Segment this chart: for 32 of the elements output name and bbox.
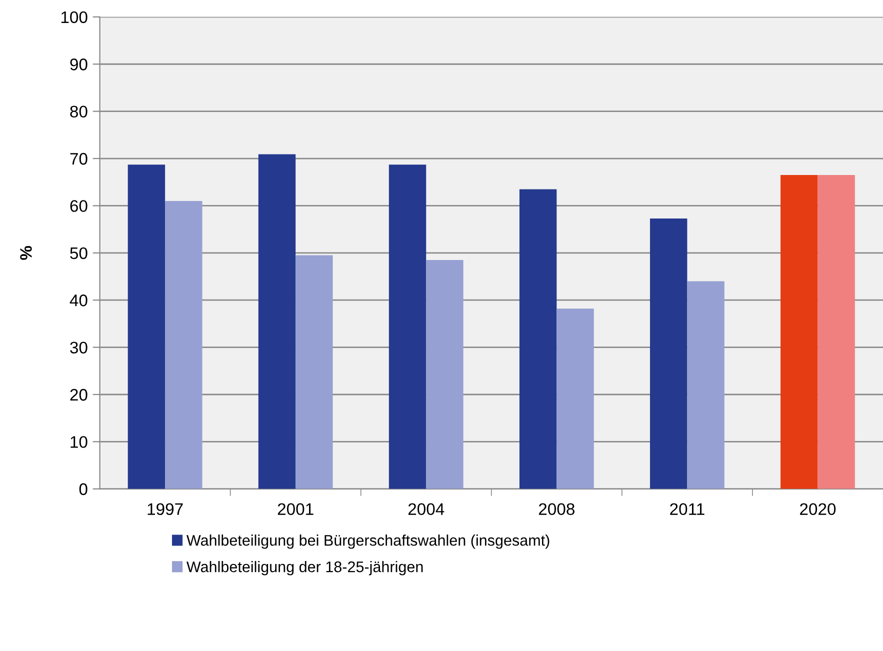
y-tick-label: 0 [79,483,88,496]
x-tick-label: 2011 [670,503,704,516]
y-tick-label: 90 [70,58,88,70]
bar [687,281,724,489]
bar [780,175,818,489]
y-tick-label: 10 [70,436,88,448]
x-tick-label: 1997 [148,503,183,516]
x-tick-label: 2008 [538,503,574,516]
y-tick-label: 70 [70,152,88,165]
bar [258,154,296,489]
y-tick-label: 50 [70,247,88,260]
y-tick-label: 100 [61,11,88,24]
bar [388,164,426,489]
bar [426,260,464,489]
y-tick-label: 40 [70,294,88,306]
legend-label: Wahlbeteiligung bei Bürgerschaftswahlen (insgesamt) [186,534,550,549]
x-tick-label: 2001 [278,503,314,516]
bar [650,218,688,489]
y-tick-label: 60 [70,200,88,212]
y-tick-label: 30 [70,342,88,354]
y-tick-label: 80 [70,106,88,118]
bar [556,308,594,489]
x-tick-label: 2020 [800,503,836,516]
bar [519,189,557,489]
bar [128,164,166,489]
y-axis-title: % [20,246,32,260]
legend-label: Wahlbeteiligung der 18-25-jährigen [186,561,423,576]
bar [818,175,855,489]
bar [296,255,333,489]
y-tick-label: 20 [70,388,88,401]
bar [165,200,202,489]
x-tick-label: 2004 [408,503,444,516]
